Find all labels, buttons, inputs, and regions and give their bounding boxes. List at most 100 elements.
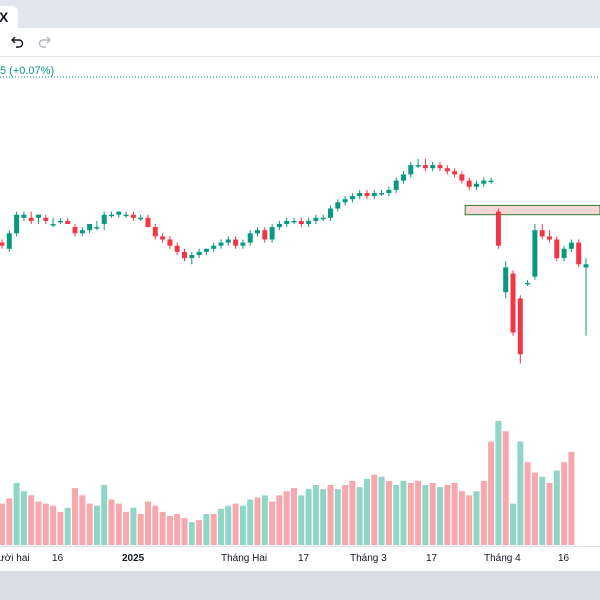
- candle-body: [342, 199, 348, 203]
- volume-bar: [480, 480, 487, 545]
- volume-bar: [50, 505, 57, 545]
- candle-body: [488, 180, 494, 183]
- volume-bar: [28, 495, 35, 545]
- candle-body: [167, 239, 173, 246]
- candle-body: [50, 224, 56, 226]
- volume-bar: [407, 482, 414, 545]
- volume-bar: [553, 470, 560, 545]
- volume-bar: [561, 462, 568, 545]
- volume-bar: [181, 518, 188, 545]
- volume-bar: [20, 491, 27, 545]
- candle-body: [386, 189, 392, 193]
- x-axis-label: Tháng 3: [350, 553, 387, 564]
- x-axis-label: 16: [558, 553, 570, 564]
- candle-body: [554, 239, 560, 259]
- candle-body: [466, 180, 472, 187]
- volume-bar: [152, 505, 159, 545]
- redo-icon[interactable]: [37, 34, 53, 50]
- candle-body: [21, 214, 27, 218]
- volume-bar: [305, 489, 312, 545]
- candle-body: [349, 196, 355, 200]
- volume-bar: [385, 480, 392, 545]
- volume-bar: [225, 505, 232, 545]
- volume-bar: [72, 488, 78, 545]
- volume-bar: [495, 420, 502, 545]
- candle-body: [284, 220, 290, 224]
- candle-body: [6, 233, 12, 249]
- volume-bar: [342, 485, 349, 545]
- candle-body: [189, 255, 195, 259]
- candle-body: [335, 202, 341, 209]
- x-axis-label: ười hai: [0, 553, 30, 564]
- candlestick-chart[interactable]: ười hai 16 2025 Tháng Hai 17 Tháng 3 17 Tháng 4…: [0, 0, 600, 571]
- undo-icon[interactable]: [9, 34, 25, 50]
- volume-bar: [356, 487, 363, 545]
- volume-bar: [415, 480, 422, 545]
- volume-bar: [0, 503, 5, 545]
- candle-body: [276, 224, 282, 228]
- volume-bar: [210, 513, 217, 545]
- volume-bar: [174, 513, 181, 545]
- candle-body: [371, 193, 377, 197]
- volume-bar: [327, 485, 334, 545]
- candle-body: [517, 298, 523, 355]
- candle-body: [547, 236, 552, 240]
- candle-body: [72, 227, 78, 234]
- candle-body: [525, 282, 531, 285]
- candle-body: [130, 214, 136, 218]
- volume-bar: [269, 501, 276, 545]
- chart-tab[interactable]: X: [0, 6, 18, 28]
- candle-body: [174, 245, 180, 252]
- volume-bar: [166, 516, 173, 545]
- candle-body: [328, 208, 333, 218]
- volume-bar: [510, 503, 516, 545]
- candle-body: [532, 230, 538, 277]
- candle-body: [182, 251, 187, 259]
- volume-bar: [378, 476, 385, 545]
- volume-bar: [64, 507, 71, 545]
- volume-bar: [531, 472, 538, 545]
- candle-body: [57, 220, 63, 223]
- candle-body: [379, 193, 385, 195]
- candle-body: [225, 239, 231, 243]
- volume-bar: [101, 485, 108, 545]
- candle-body: [43, 217, 49, 221]
- candle-body: [474, 183, 479, 187]
- candle-body: [430, 165, 436, 169]
- volume-bar: [276, 495, 283, 545]
- x-axis-label: Tháng 4: [484, 553, 521, 564]
- volume-bar: [349, 480, 356, 545]
- candle-body: [101, 214, 107, 224]
- price-change-label: 5 (+0.07%): [0, 65, 55, 77]
- candle-body: [160, 236, 166, 240]
- toolbar: [0, 28, 600, 57]
- candle-body: [218, 242, 224, 246]
- volume-bar: [13, 482, 20, 545]
- volume-bar: [283, 491, 290, 545]
- candle-body: [539, 230, 545, 237]
- volume-bar: [42, 503, 49, 545]
- candle-body: [452, 171, 458, 175]
- volume-bar: [115, 503, 122, 545]
- candle-body: [422, 165, 428, 169]
- candle-body: [437, 165, 443, 169]
- candle-body: [510, 273, 516, 333]
- candle-body: [576, 242, 582, 265]
- volume-bar: [57, 511, 64, 545]
- volume-bar: [291, 488, 297, 545]
- volume-bar: [502, 431, 509, 545]
- candle-body: [255, 230, 260, 234]
- candle-body: [79, 230, 85, 234]
- candle-body: [393, 180, 399, 190]
- volume-bar: [254, 497, 261, 545]
- volume-bar: [188, 522, 195, 545]
- volume-bar: [539, 476, 546, 545]
- candle-body: [145, 217, 151, 228]
- candle-body: [196, 251, 202, 255]
- volume-bar: [364, 478, 370, 545]
- volume-bar: [203, 513, 210, 545]
- tab-close-icon[interactable]: X: [0, 9, 9, 25]
- volume-bar: [568, 451, 575, 545]
- volume-bar: [159, 511, 166, 545]
- x-axis-label: Tháng Hai: [221, 553, 267, 564]
